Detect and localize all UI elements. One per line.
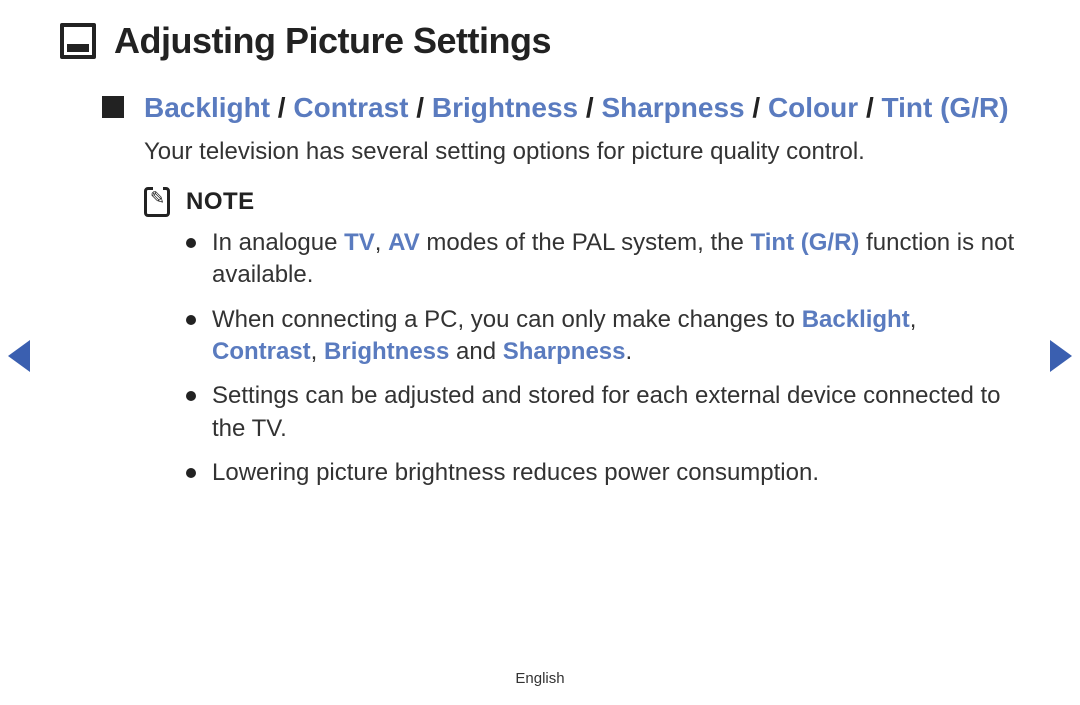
text-run: ,	[311, 338, 324, 365]
separator: /	[409, 92, 432, 123]
list-item: Lowering picture brightness reduces powe…	[186, 457, 1020, 489]
square-bullet-icon	[102, 96, 124, 118]
note-block: NOTE In analogue TV, AV modes of the PAL…	[144, 187, 1020, 490]
highlight-term: AV	[388, 229, 420, 256]
separator: /	[270, 92, 293, 123]
text-run: and	[449, 338, 502, 365]
settings-subheading: Backlight / Contrast / Brightness / Shar…	[144, 90, 1009, 126]
notes-list: In analogue TV, AV modes of the PAL syst…	[144, 227, 1020, 490]
text-run: modes of the PAL system, the	[420, 229, 751, 256]
note-icon	[144, 187, 170, 217]
text-run: In analogue	[212, 229, 344, 256]
highlight-term: Contrast	[212, 338, 311, 365]
separator: /	[745, 92, 768, 123]
note-label: NOTE	[186, 188, 255, 216]
page-footer-language: English	[0, 670, 1080, 687]
text-run: ,	[375, 229, 388, 256]
text-run: Lowering picture brightness reduces powe…	[212, 459, 819, 486]
setting-term: Contrast	[293, 92, 408, 123]
highlight-term: TV	[344, 229, 375, 256]
separator: /	[578, 92, 601, 123]
setting-term: Sharpness	[601, 92, 744, 123]
body-section: Backlight / Contrast / Brightness / Shar…	[60, 90, 1020, 490]
prev-page-arrow[interactable]	[8, 340, 30, 372]
highlight-term: Sharpness	[503, 338, 626, 365]
highlight-term: Brightness	[324, 338, 449, 365]
text-run: When connecting a PC, you can only make …	[212, 306, 802, 333]
list-item: In analogue TV, AV modes of the PAL syst…	[186, 227, 1020, 292]
separator: /	[858, 92, 881, 123]
text-run: .	[625, 338, 632, 365]
manual-page: Adjusting Picture Settings Backlight / C…	[0, 0, 1080, 705]
intro-text: Your television has several setting opti…	[144, 136, 1020, 168]
note-header: NOTE	[144, 187, 1020, 217]
setting-term: Backlight	[144, 92, 270, 123]
setting-term: Tint (G/R)	[882, 92, 1009, 123]
list-item: Settings can be adjusted and stored for …	[186, 380, 1020, 445]
highlight-term: Backlight	[802, 306, 910, 333]
subheading-row: Backlight / Contrast / Brightness / Shar…	[102, 90, 1020, 126]
next-page-arrow[interactable]	[1050, 340, 1072, 372]
setting-term: Brightness	[432, 92, 578, 123]
text-run: ,	[910, 306, 917, 333]
page-title-row: Adjusting Picture Settings	[60, 20, 1020, 62]
highlight-term: Tint (G/R)	[751, 229, 860, 256]
text-run: Settings can be adjusted and stored for …	[212, 382, 1001, 441]
page-title: Adjusting Picture Settings	[114, 20, 551, 62]
list-item: When connecting a PC, you can only make …	[186, 304, 1020, 369]
setting-term: Colour	[768, 92, 858, 123]
section-icon	[60, 23, 96, 59]
